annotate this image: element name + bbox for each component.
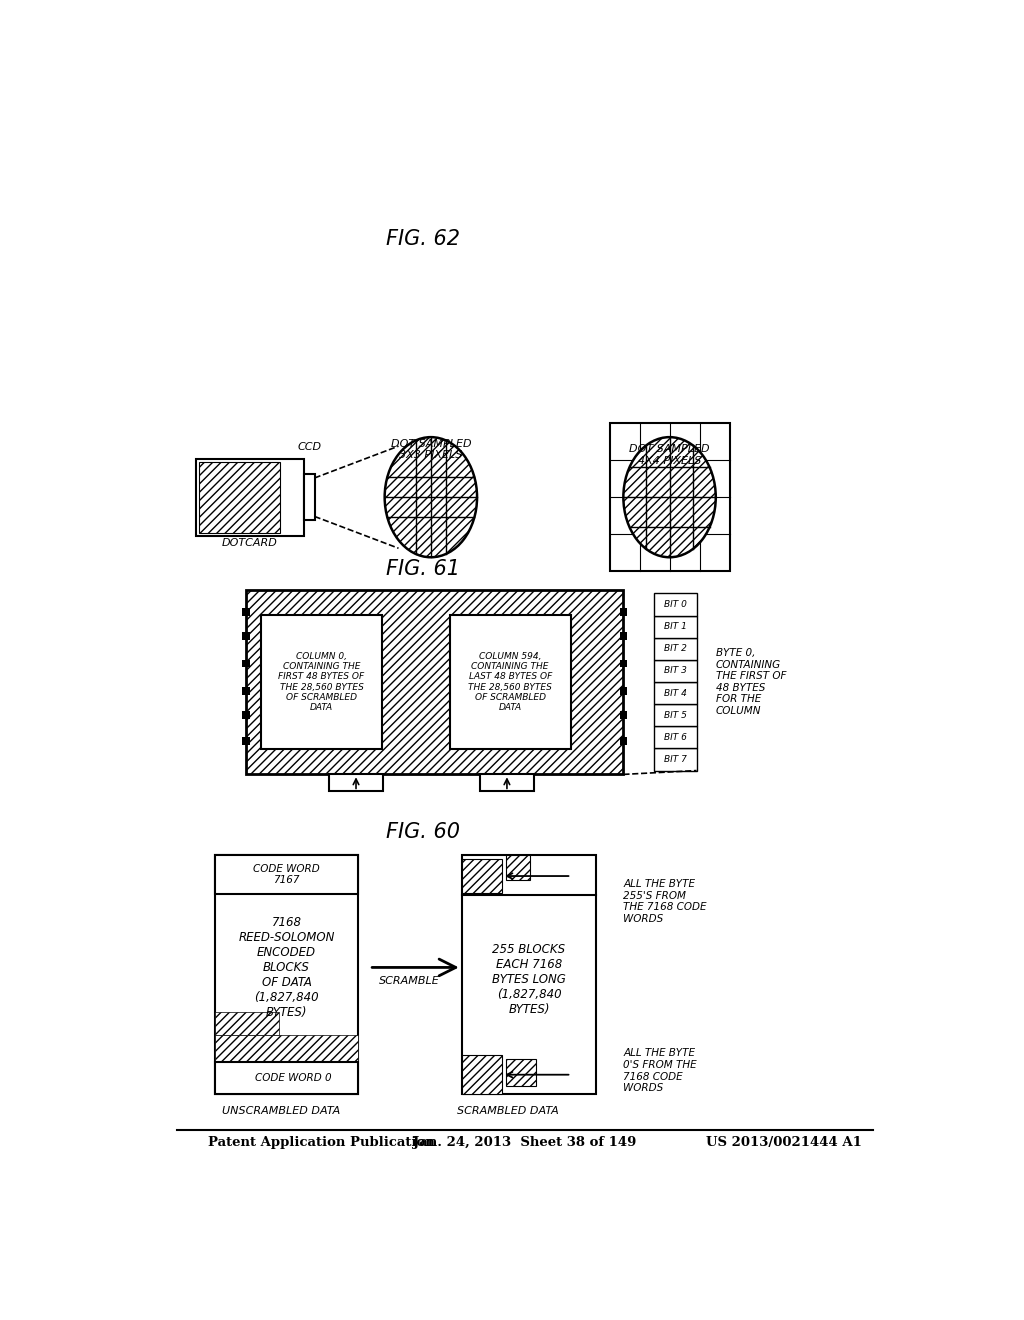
Text: ALL THE BYTE
255'S FROM
THE 7168 CODE
WORDS: ALL THE BYTE 255'S FROM THE 7168 CODE WO… [624,879,707,924]
Bar [196,459,304,536]
Ellipse shape [385,437,477,557]
Bar [450,615,570,748]
Text: FIG. 61: FIG. 61 [386,558,460,578]
Bar [609,424,730,572]
Text: CODE WORD 0: CODE WORD 0 [255,1073,332,1082]
Text: Jan. 24, 2013  Sheet 38 of 149: Jan. 24, 2013 Sheet 38 of 149 [413,1137,637,1148]
Bar [243,711,250,719]
Text: 7168
REED-SOLOMON
ENCODED
BLOCKS
OF DATA
(1,827,840
BYTES): 7168 REED-SOLOMON ENCODED BLOCKS OF DATA… [239,916,335,1019]
Text: BIT 2: BIT 2 [664,644,687,653]
Text: DOTCARD: DOTCARD [222,539,278,548]
Bar [620,660,628,668]
Text: COLUMN 594,
CONTAINING THE
LAST 48 BYTES OF
THE 28,560 BYTES
OF SCRAMBLED
DATA: COLUMN 594, CONTAINING THE LAST 48 BYTES… [468,652,552,713]
Text: DOT SAMPLED
3X3 PIXELS: DOT SAMPLED 3X3 PIXELS [390,438,471,461]
Bar [215,1035,357,1061]
Text: BIT 4: BIT 4 [664,689,687,697]
Text: 255 BLOCKS
EACH 7168
BYTES LONG
(1,827,840
BYTES): 255 BLOCKS EACH 7168 BYTES LONG (1,827,8… [493,942,566,1016]
Text: BIT 6: BIT 6 [664,733,687,742]
Bar [654,748,696,771]
Bar [304,474,314,520]
Text: UNSCRAMBLED DATA: UNSCRAMBLED DATA [221,1106,340,1115]
Text: US 2013/0021444 A1: US 2013/0021444 A1 [707,1137,862,1148]
Ellipse shape [624,437,716,557]
Bar [480,775,534,791]
Bar [654,660,696,682]
Bar [215,855,357,1094]
Bar [620,688,628,696]
Bar [654,704,696,726]
Text: BIT 0: BIT 0 [664,601,687,609]
Bar [243,688,250,696]
Bar [215,855,357,894]
Bar [199,462,280,532]
Text: FIG. 60: FIG. 60 [386,822,460,842]
Text: Patent Application Publication: Patent Application Publication [208,1137,434,1148]
Text: BIT 1: BIT 1 [664,622,687,631]
Bar [243,609,250,615]
Bar [506,855,530,880]
Bar [462,1056,502,1094]
Text: BIT 5: BIT 5 [664,710,687,719]
Bar [620,738,628,744]
Bar [246,590,624,775]
Bar [620,632,628,640]
Text: FIG. 62: FIG. 62 [386,230,460,249]
Text: SCRAMBLED DATA: SCRAMBLED DATA [457,1106,559,1115]
Bar [261,615,382,748]
Bar [654,638,696,660]
Bar [329,775,383,791]
Text: CODE WORD
7167: CODE WORD 7167 [253,863,319,886]
Bar [506,1059,536,1086]
Bar [654,615,696,638]
Text: COLUMN 0,
CONTAINING THE
FIRST 48 BYTES OF
THE 28,560 BYTES
OF SCRAMBLED
DATA: COLUMN 0, CONTAINING THE FIRST 48 BYTES … [279,652,365,713]
Bar [654,726,696,748]
Bar [620,609,628,615]
Text: DOT SAMPLED
4X4 PIXELS: DOT SAMPLED 4X4 PIXELS [629,444,710,466]
Text: BIT 3: BIT 3 [664,667,687,676]
Bar [654,594,696,615]
Text: SCRAMBLE: SCRAMBLE [379,977,439,986]
Bar [620,711,628,719]
Text: BYTE 0,
CONTAINING
THE FIRST OF
48 BYTES
FOR THE
COLUMN: BYTE 0, CONTAINING THE FIRST OF 48 BYTES… [716,648,786,715]
Bar [243,738,250,744]
Bar [215,1061,357,1094]
Text: ALL THE BYTE
0'S FROM THE
7168 CODE
WORDS: ALL THE BYTE 0'S FROM THE 7168 CODE WORD… [624,1048,697,1093]
Bar [243,660,250,668]
Text: BIT 7: BIT 7 [664,755,687,764]
Bar [654,682,696,704]
Bar [215,1011,280,1035]
Bar [462,859,502,894]
Bar [243,632,250,640]
Text: CCD: CCD [297,442,322,453]
Bar [462,855,596,1094]
